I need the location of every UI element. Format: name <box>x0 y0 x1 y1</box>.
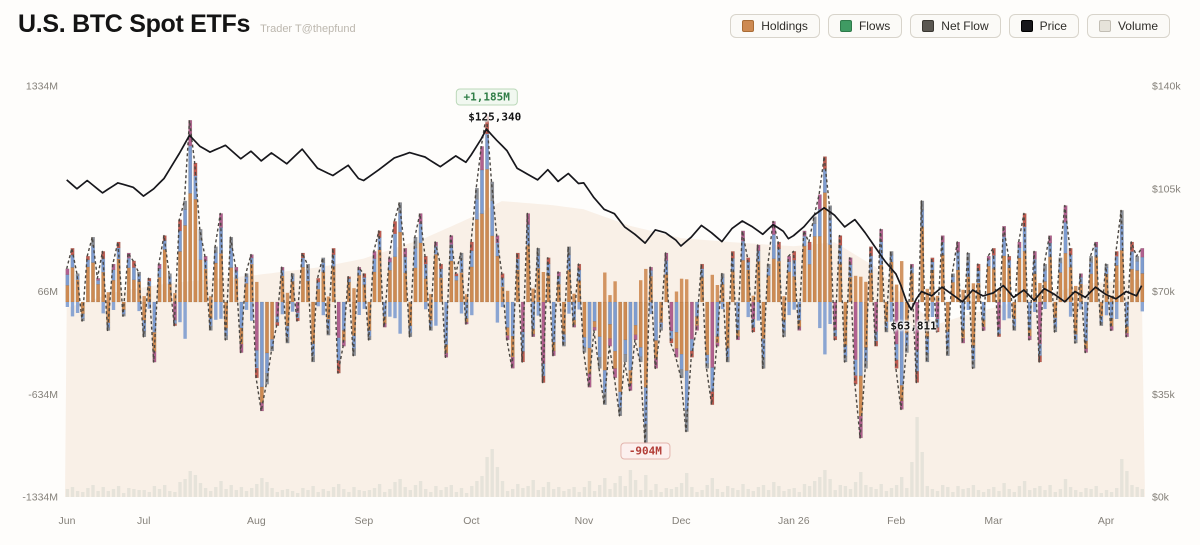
svg-text:Dec: Dec <box>672 515 691 527</box>
net-flow-line <box>66 114 1143 446</box>
svg-text:66M: 66M <box>38 286 58 298</box>
volume-swatch-icon <box>1098 20 1111 32</box>
svg-text:$35k: $35k <box>1152 389 1176 401</box>
svg-text:$0k: $0k <box>1152 492 1170 504</box>
svg-text:Mar: Mar <box>984 515 1003 527</box>
svg-text:Jan 26: Jan 26 <box>778 515 810 527</box>
legend-label: Price <box>1039 19 1067 33</box>
min-netflow-badge: -904M <box>620 442 670 460</box>
price-low-label: $63,811 <box>890 319 937 333</box>
svg-text:-634M: -634M <box>28 389 58 401</box>
svg-text:-1334M: -1334M <box>22 492 58 504</box>
svg-text:$105k: $105k <box>1152 183 1181 195</box>
legend-label: Volume <box>1117 19 1158 33</box>
legend-item-net-flow[interactable]: Net Flow <box>910 14 1001 38</box>
price-high-label: $125,340 <box>468 110 522 124</box>
legend: Holdings Flows Net Flow Price Volume <box>730 14 1170 38</box>
flows-swatch-icon <box>839 20 852 32</box>
svg-text:Aug: Aug <box>247 515 266 527</box>
svg-text:1334M: 1334M <box>26 81 58 93</box>
axis-right: $140k $105k $70k $35k $0k <box>1152 81 1181 504</box>
legend-item-price[interactable]: Price <box>1008 14 1079 38</box>
max-netflow-badge: +1,185M <box>455 88 518 106</box>
axis-left: 1334M 66M -634M -1334M <box>22 81 58 504</box>
flow-bars <box>65 114 1145 445</box>
page-subtitle: Trader T@thepfund <box>260 23 356 35</box>
svg-text:Feb: Feb <box>887 515 905 527</box>
svg-text:Nov: Nov <box>575 515 594 527</box>
chart-header: U.S. BTC Spot ETFs Trader T@thepfund <box>18 6 1182 39</box>
volume-bars <box>65 417 1144 497</box>
legend-label: Holdings <box>761 19 808 33</box>
page-title: U.S. BTC Spot ETFs <box>18 10 251 38</box>
price-line <box>66 128 1143 311</box>
net-flow-swatch-icon <box>922 20 935 32</box>
svg-text:Oct: Oct <box>463 515 479 527</box>
legend-item-flows[interactable]: Flows <box>827 14 903 38</box>
svg-text:Apr: Apr <box>1098 515 1115 527</box>
svg-text:$140k: $140k <box>1152 81 1181 93</box>
price-swatch-icon <box>1020 20 1033 32</box>
svg-text:Sep: Sep <box>355 515 374 527</box>
axis-x: Jun Jul Aug Sep Oct Nov Dec Jan 26 Feb Mar Apr <box>59 515 1115 527</box>
legend-label: Flows <box>858 19 891 33</box>
legend-item-volume[interactable]: Volume <box>1086 14 1170 38</box>
legend-label: Net Flow <box>941 19 989 33</box>
svg-text:Jun: Jun <box>59 515 76 527</box>
svg-text:Jul: Jul <box>137 515 150 527</box>
holdings-swatch-icon <box>742 20 755 32</box>
legend-item-holdings[interactable]: Holdings <box>730 14 820 38</box>
svg-text:$70k: $70k <box>1152 286 1176 298</box>
